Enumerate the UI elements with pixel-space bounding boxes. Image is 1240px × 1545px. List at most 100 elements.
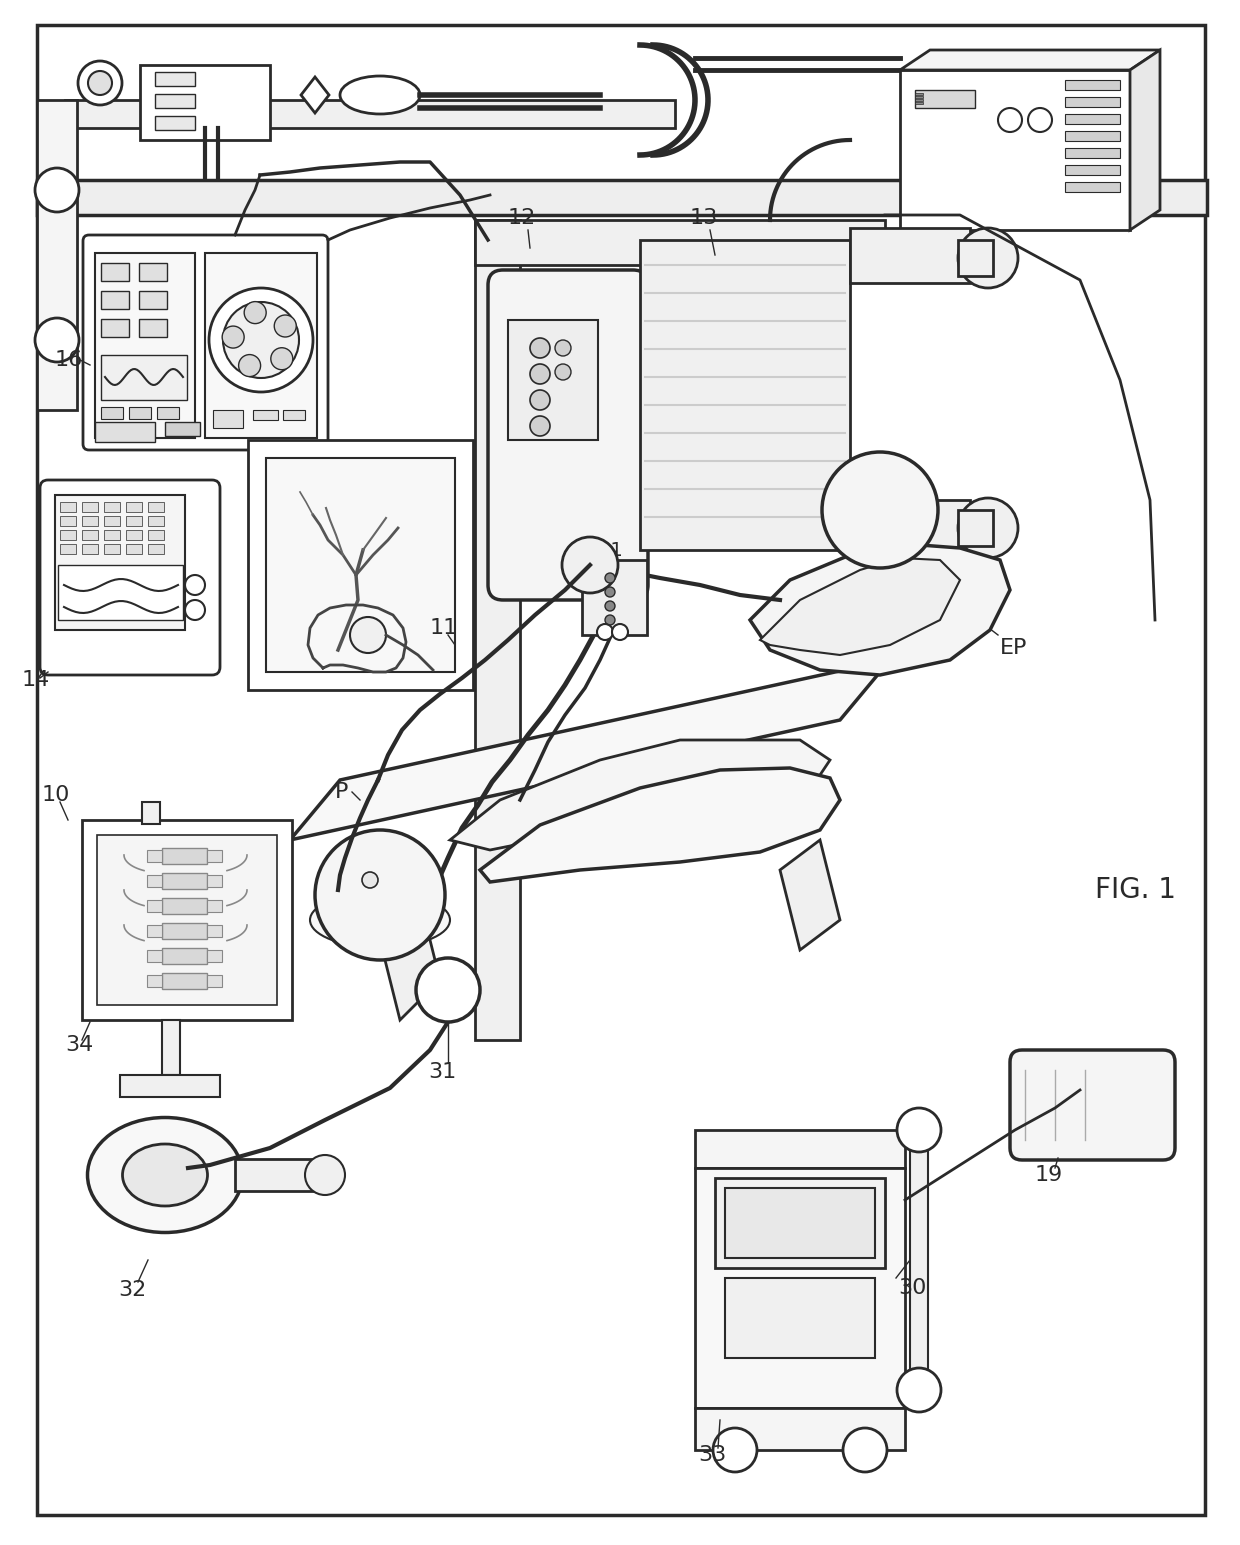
Bar [37, 181, 1207, 215]
Bar [849, 229, 970, 283]
Bar [60, 544, 76, 555]
Bar [104, 530, 120, 541]
Bar [205, 253, 317, 437]
Circle shape [244, 301, 267, 323]
Polygon shape [780, 840, 839, 950]
Bar [162, 873, 207, 888]
Circle shape [843, 1428, 887, 1472]
Circle shape [315, 830, 445, 959]
Bar [104, 516, 120, 525]
Bar [126, 516, 143, 525]
Circle shape [822, 453, 937, 569]
Text: 32: 32 [118, 1279, 146, 1299]
Bar [207, 925, 222, 936]
Text: P: P [335, 782, 348, 802]
Circle shape [613, 624, 627, 640]
Circle shape [556, 365, 570, 380]
Bar [82, 516, 98, 525]
Bar [82, 502, 98, 511]
Bar [155, 73, 195, 87]
Bar [55, 494, 185, 630]
Bar [95, 422, 155, 442]
Bar [162, 848, 207, 864]
Bar [267, 457, 455, 672]
Circle shape [415, 958, 480, 1021]
Bar [139, 318, 167, 337]
Bar [694, 1168, 905, 1407]
Bar [64, 100, 675, 128]
Bar [162, 1020, 180, 1075]
Circle shape [529, 365, 551, 385]
Text: 14: 14 [22, 671, 51, 691]
Bar [694, 1129, 905, 1168]
Text: 34: 34 [64, 1035, 93, 1055]
Bar [915, 96, 923, 97]
Text: 10: 10 [42, 785, 71, 805]
Bar [207, 901, 222, 912]
Circle shape [998, 108, 1022, 131]
Bar [162, 898, 207, 915]
Circle shape [959, 497, 1018, 558]
Bar [1065, 114, 1120, 124]
Bar [959, 510, 993, 545]
Bar [104, 544, 120, 555]
Bar [143, 802, 160, 823]
Bar [207, 874, 222, 887]
Bar [139, 290, 167, 309]
Circle shape [605, 615, 615, 626]
Bar [475, 219, 885, 266]
Bar [148, 516, 164, 525]
Bar [207, 950, 222, 963]
Bar [60, 516, 76, 525]
Bar [104, 502, 120, 511]
Circle shape [897, 1367, 941, 1412]
Bar [283, 409, 305, 420]
Circle shape [88, 71, 112, 94]
FancyBboxPatch shape [590, 569, 640, 627]
Bar [37, 100, 77, 409]
Bar [95, 253, 195, 437]
Bar [148, 925, 162, 936]
Bar [725, 1188, 875, 1258]
Bar [60, 530, 76, 541]
Bar [1065, 97, 1120, 107]
Polygon shape [900, 49, 1159, 70]
Bar [100, 355, 187, 400]
Polygon shape [1130, 49, 1159, 230]
Text: 31: 31 [598, 541, 622, 559]
Bar [100, 263, 129, 281]
Bar [148, 530, 164, 541]
Bar [148, 975, 162, 987]
Text: 33: 33 [698, 1445, 727, 1465]
Circle shape [529, 338, 551, 358]
Bar [1065, 165, 1120, 175]
Bar [165, 422, 200, 436]
Circle shape [362, 871, 378, 888]
Circle shape [897, 1108, 941, 1153]
Bar [126, 502, 143, 511]
Bar [253, 409, 278, 420]
Bar [155, 116, 195, 130]
FancyBboxPatch shape [40, 480, 219, 675]
Bar [213, 409, 243, 428]
Bar [148, 901, 162, 912]
Circle shape [305, 1156, 345, 1194]
Circle shape [270, 348, 293, 369]
Ellipse shape [88, 1117, 243, 1233]
Circle shape [605, 601, 615, 610]
Bar [694, 1407, 905, 1451]
Text: 31: 31 [428, 1061, 456, 1082]
Ellipse shape [310, 893, 450, 947]
Circle shape [185, 599, 205, 620]
Bar [120, 1075, 219, 1097]
Bar [140, 65, 270, 141]
Bar [82, 820, 291, 1020]
Bar [207, 975, 222, 987]
Bar [129, 406, 151, 419]
Circle shape [185, 575, 205, 595]
Text: 30: 30 [898, 1278, 926, 1298]
Circle shape [35, 168, 79, 212]
Polygon shape [290, 660, 890, 840]
Bar [162, 973, 207, 989]
FancyBboxPatch shape [83, 235, 329, 450]
